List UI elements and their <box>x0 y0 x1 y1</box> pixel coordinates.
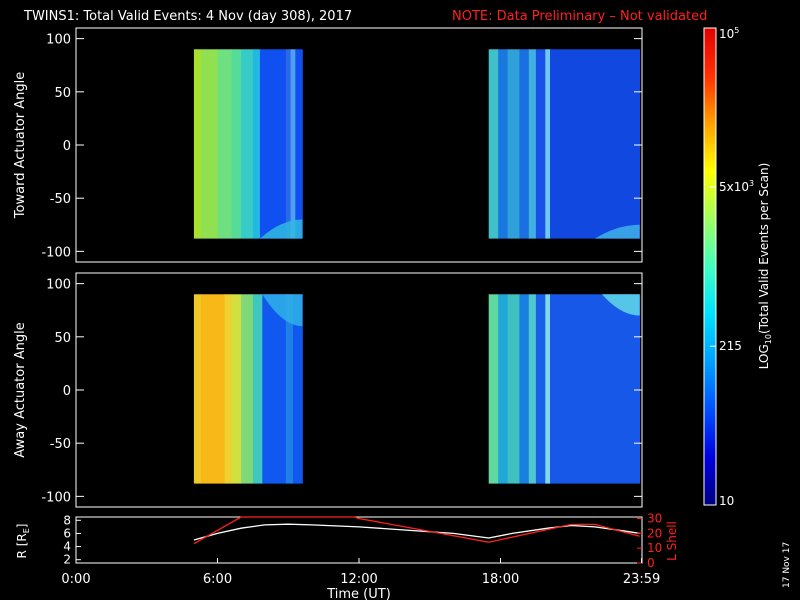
away-edge-feature <box>262 294 303 327</box>
lshell-ytick-label: 10 <box>647 541 662 555</box>
away-stripe <box>550 294 641 484</box>
away-stripe <box>545 294 551 484</box>
orbit-lines <box>193 516 640 545</box>
toward-stripe <box>550 49 641 239</box>
toward-stripe <box>231 49 242 239</box>
colorbar-tick-label: 10 <box>719 494 734 508</box>
away-stripe <box>498 294 508 484</box>
away-stripe <box>241 294 254 484</box>
away-y-axis: 100 50 0 -50 -100 <box>41 278 642 505</box>
colorbar-bar <box>703 27 717 506</box>
away-stripe <box>528 294 537 484</box>
toward-stripe <box>241 49 254 239</box>
away-ytick-label: 50 <box>54 331 71 346</box>
lshell-ytick-label: 30 <box>647 511 662 525</box>
title-note: NOTE: Data Preliminary – Not validated <box>452 9 707 24</box>
colorbar: 10 215 5x103 105 LOG10(Total Valid Events p… <box>703 26 773 508</box>
time-tick-label: 23:59 <box>623 572 660 587</box>
lshell-series-line <box>193 516 640 545</box>
radius-ytick-label: 2 <box>63 553 71 567</box>
colorbar-ticks: 10 215 5x103 105 <box>710 26 754 508</box>
away-ytick-label: -100 <box>41 490 71 505</box>
toward-edge-feature <box>594 224 640 239</box>
toward-stripe <box>252 49 261 239</box>
time-tick-label: 0:00 <box>61 572 90 587</box>
title-main: TWINS1: Total Valid Events: 4 Nov (day 3… <box>23 9 352 24</box>
radius-ytick-label: 8 <box>63 513 71 527</box>
away-stripe <box>252 294 263 484</box>
toward-heatmap-data <box>193 49 641 239</box>
away-ytick-label: -50 <box>50 437 71 452</box>
lshell-axis-label: L Shell <box>665 521 679 561</box>
toward-stripe <box>528 49 537 239</box>
toward-stripe <box>193 49 202 239</box>
time-tick-label: 12:00 <box>340 572 377 587</box>
time-axis: 0:00 6:00 12:00 18:00 23:59 <box>61 558 660 587</box>
toward-stripe <box>488 49 499 239</box>
toward-stripe <box>498 49 508 239</box>
away-ytick-label: 0 <box>63 384 71 399</box>
toward-stripe <box>535 49 546 239</box>
lshell-ytick-label: 20 <box>647 526 662 540</box>
away-stripe <box>488 294 499 484</box>
toward-stripe <box>545 49 551 239</box>
radius-ytick-label: 6 <box>63 526 71 540</box>
away-edge-feature <box>601 294 640 316</box>
toward-y-axis: 100 50 0 -50 -100 <box>41 33 642 260</box>
radius-series-line <box>193 523 640 541</box>
radius-axis-label: R [RE] <box>15 524 31 559</box>
toward-stripe <box>519 49 530 239</box>
toward-ytick-label: -50 <box>50 192 71 207</box>
away-stripe <box>262 294 287 484</box>
toward-angle-panel: 100 50 0 -50 -100 Toward Actuator Angle <box>13 27 643 263</box>
toward-edge-feature <box>259 219 303 239</box>
away-stripe <box>535 294 546 484</box>
away-stripe <box>200 294 225 484</box>
toward-y-label: Toward Actuator Angle <box>13 72 28 219</box>
away-ytick-label: 100 <box>46 278 71 293</box>
time-axis-label: Time (UT) <box>326 587 391 600</box>
toward-ytick-label: 0 <box>63 139 71 154</box>
away-angle-panel: 100 50 0 -50 -100 Away Actuator Angle <box>13 272 643 508</box>
toward-ytick-label: -100 <box>41 245 71 260</box>
away-stripe <box>224 294 233 484</box>
date-stamp: 17 Nov 17 <box>782 542 792 588</box>
colorbar-label: LOG10(Total Valid Events per Scan) <box>757 163 773 370</box>
away-stripe <box>285 294 294 484</box>
toward-stripe <box>295 49 303 239</box>
away-stripe <box>193 294 202 484</box>
time-tick-label: 6:00 <box>203 572 232 587</box>
away-stripe <box>519 294 530 484</box>
toward-stripe <box>285 49 292 239</box>
toward-ytick-label: 50 <box>54 86 71 101</box>
radius-ytick-label: 4 <box>63 540 71 554</box>
time-tick-label: 18:00 <box>482 572 519 587</box>
away-heatmap-data <box>193 294 641 484</box>
colorbar-tick-label: 105 <box>719 26 739 41</box>
away-stripe <box>507 294 520 484</box>
toward-stripe <box>200 49 218 239</box>
away-stripe <box>292 294 303 484</box>
toward-stripe <box>217 49 233 239</box>
toward-stripe <box>290 49 296 239</box>
toward-stripe <box>259 49 287 239</box>
colorbar-tick-label: 5x103 <box>719 179 754 194</box>
away-stripe <box>231 294 242 484</box>
away-y-label: Away Actuator Angle <box>13 322 28 457</box>
toward-ytick-label: 100 <box>46 33 71 48</box>
orbit-panel-frame <box>75 516 643 564</box>
colorbar-tick-label: 215 <box>719 339 742 353</box>
toward-stripe <box>507 49 520 239</box>
lshell-ytick-label: 0 <box>647 556 655 570</box>
